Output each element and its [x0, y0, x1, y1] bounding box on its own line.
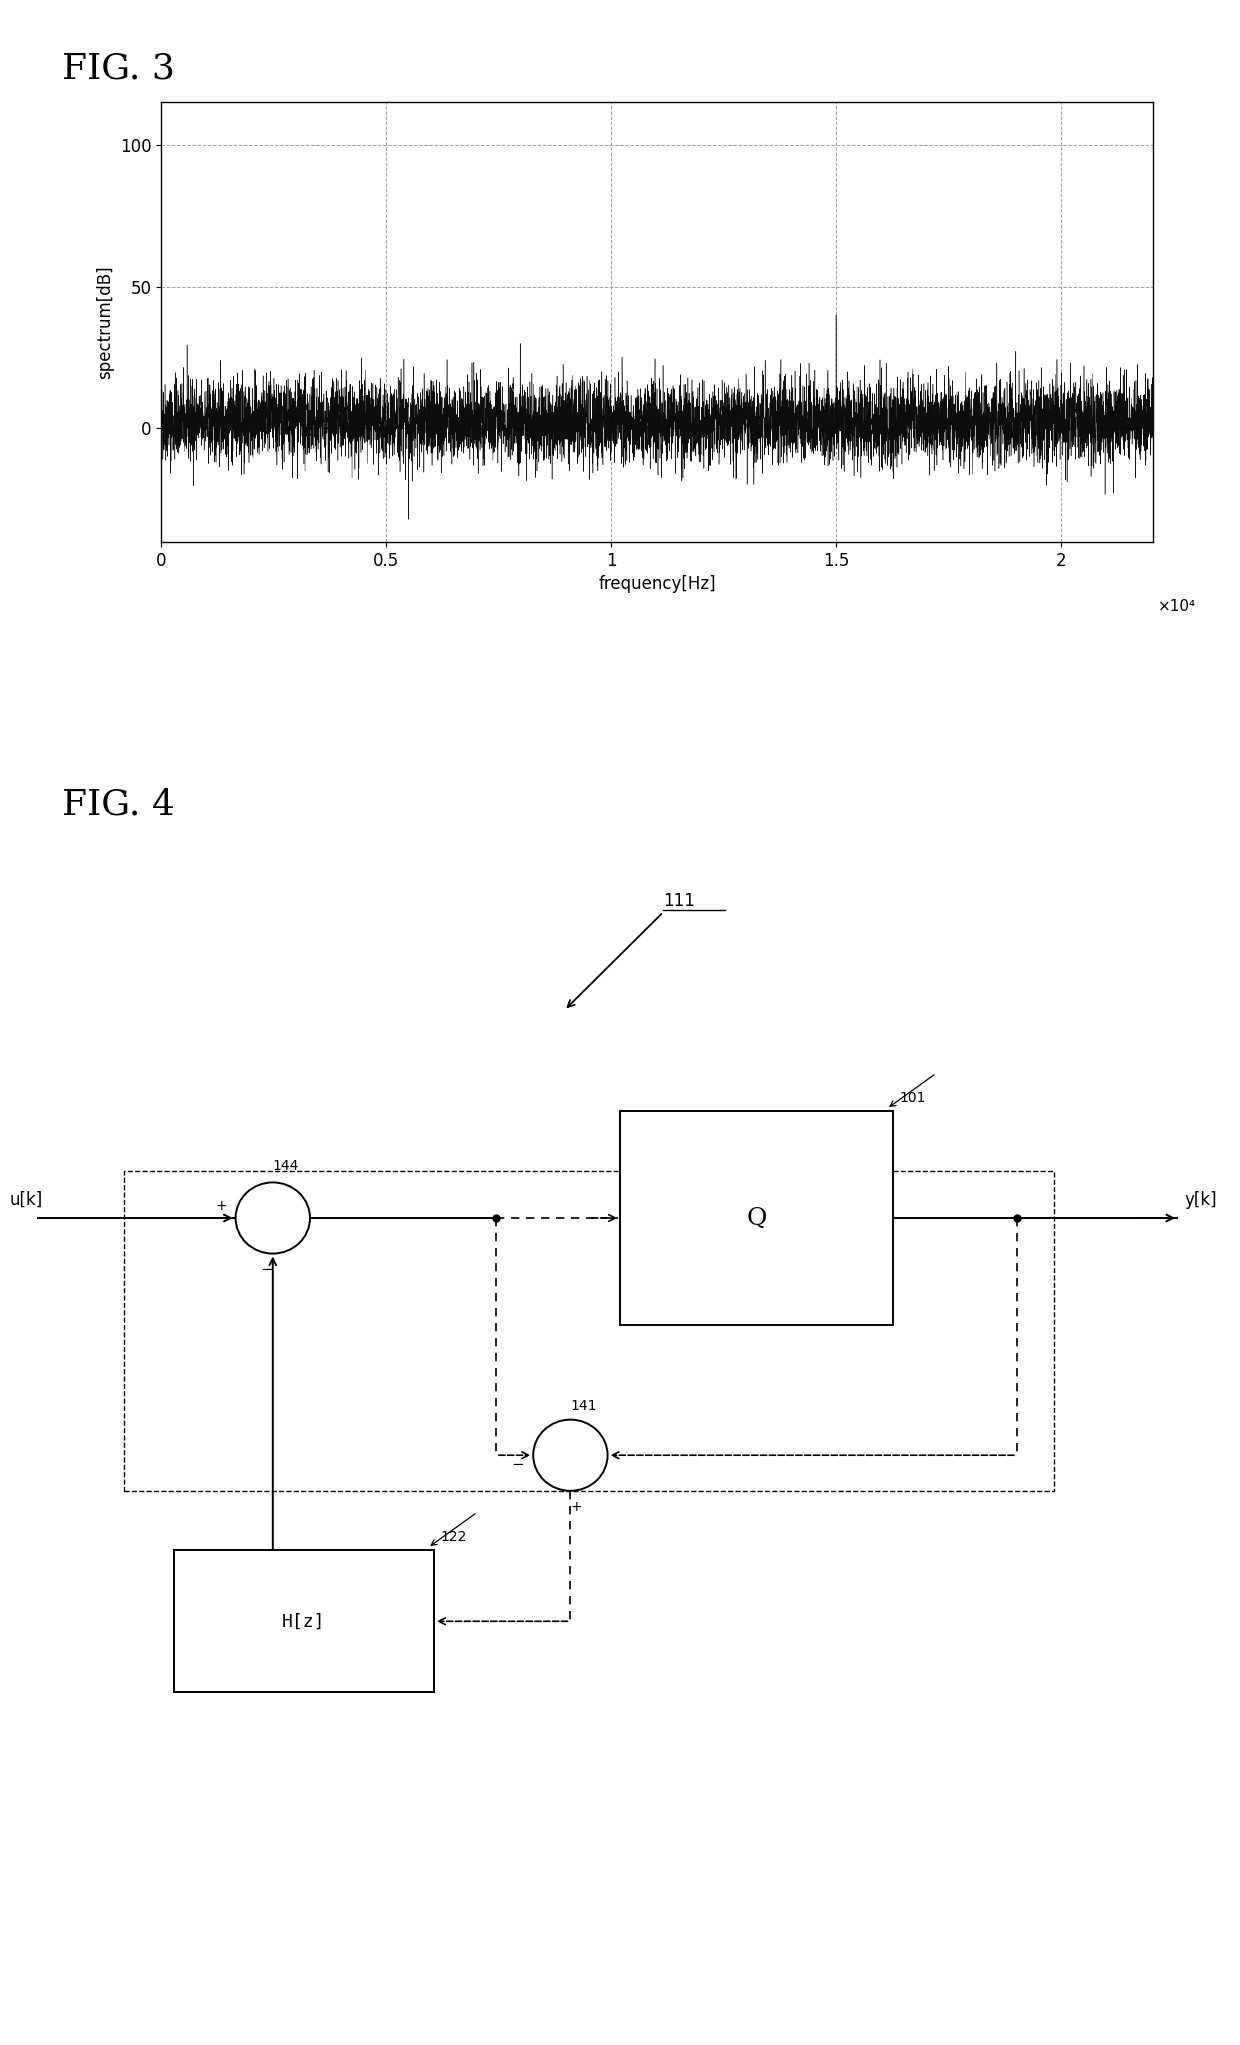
Bar [620, 1110, 893, 1325]
Text: −: − [512, 1458, 525, 1472]
Text: u[k]: u[k] [10, 1190, 43, 1209]
Bar [124, 1170, 1054, 1491]
Text: −: − [260, 1262, 273, 1276]
Bar [174, 1550, 434, 1693]
Text: Q: Q [746, 1207, 766, 1229]
Text: 122: 122 [440, 1530, 466, 1544]
Text: 141: 141 [570, 1399, 596, 1413]
X-axis label: frequency[Hz]: frequency[Hz] [599, 575, 715, 593]
Text: FIG. 4: FIG. 4 [62, 787, 175, 822]
Text: H[z]: H[z] [281, 1611, 326, 1630]
Text: FIG. 3: FIG. 3 [62, 51, 175, 86]
Text: y[k]: y[k] [1184, 1190, 1216, 1209]
Text: +: + [216, 1198, 227, 1213]
Text: 144: 144 [273, 1160, 299, 1174]
Text: +: + [570, 1501, 583, 1513]
Text: 101: 101 [899, 1092, 925, 1104]
Y-axis label: spectrum[dB]: spectrum[dB] [97, 266, 114, 378]
Text: ×10⁴: ×10⁴ [1158, 599, 1197, 614]
Text: 111: 111 [663, 892, 696, 910]
